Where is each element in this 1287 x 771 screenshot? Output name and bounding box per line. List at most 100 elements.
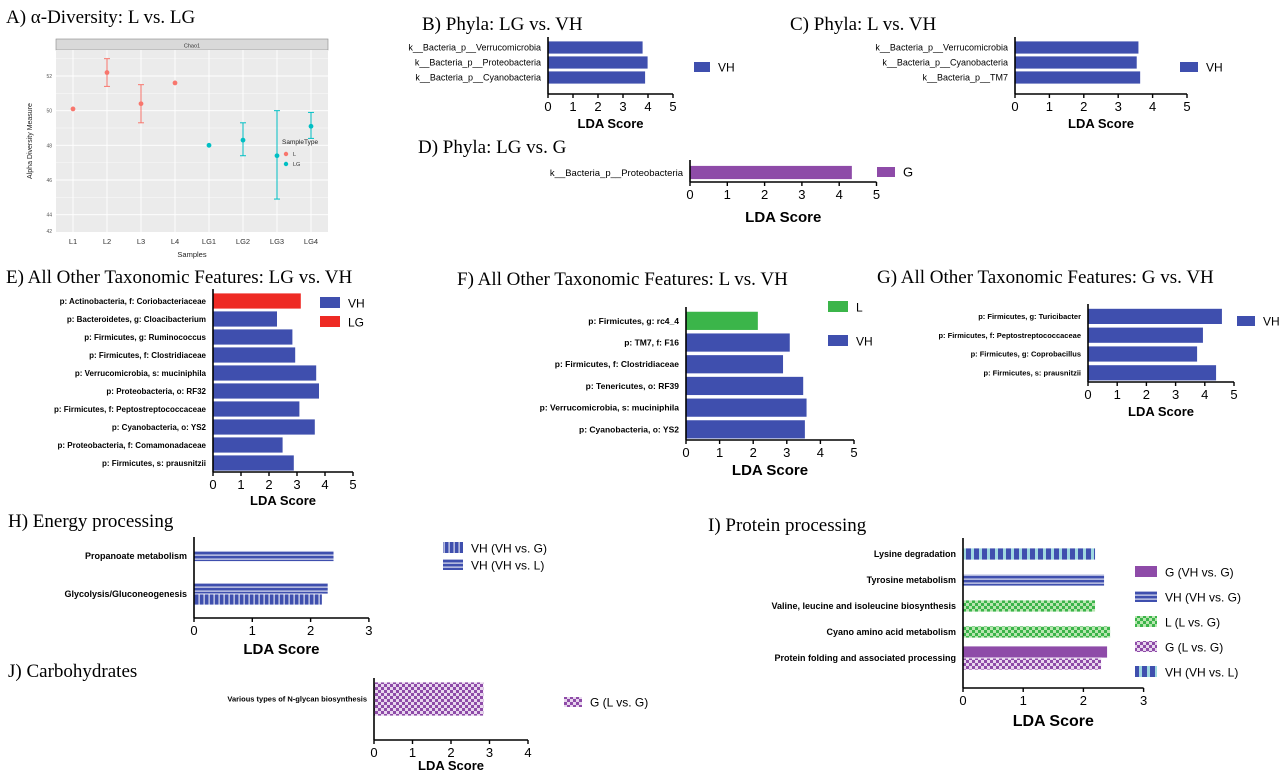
x-tick-label: 2 — [1143, 387, 1150, 402]
x-tick-label: 1 — [1020, 693, 1027, 708]
bar — [212, 346, 296, 364]
x-tick-label: 2 — [761, 187, 768, 202]
legend-title: SampleType — [282, 139, 319, 146]
x-tick-label: L1 — [69, 237, 77, 246]
data-point — [172, 80, 178, 86]
legend-label: VH (VH vs. L) — [1165, 666, 1238, 680]
panel-a-title: A) α-Diversity: L vs. LG — [6, 7, 196, 28]
legend-swatch — [564, 697, 582, 707]
legend-label: L (L vs. G) — [1165, 616, 1220, 630]
x-tick-label: 5 — [850, 445, 857, 460]
category-label: p: TM7, f: F16 — [624, 338, 679, 348]
bar — [547, 70, 646, 85]
legend-label: LG — [348, 316, 364, 330]
panel-g-bars: 0 1 2 3 4 5 LDA Score p: Firmicutes, g: Turicib… — [938, 304, 1280, 419]
bar — [1087, 364, 1217, 382]
category-label: Valine, leucine and isoleucine biosynthe… — [771, 601, 956, 611]
bar — [212, 292, 302, 310]
x-axis-label: LDA Score — [1013, 713, 1094, 730]
category-label: p: Bacteroidetes, g: Cloacibacterium — [67, 315, 206, 324]
x-tick-label: 4 — [1201, 387, 1208, 402]
x-tick-label: LG4 — [304, 237, 318, 246]
x-tick-label: 1 — [249, 623, 256, 638]
category-label: p: Firmicutes, f: Peptostreptococcaceae — [54, 405, 207, 414]
data-point — [274, 153, 280, 159]
x-tick-label: LG1 — [202, 237, 216, 246]
bar — [962, 547, 1096, 561]
y-tick-label: 48 — [46, 143, 52, 149]
x-tick-label: 1 — [724, 187, 731, 202]
y-tick-label: 52 — [46, 74, 52, 80]
category-label: Protein folding and associated processin… — [774, 653, 956, 663]
legend-label: G — [903, 165, 913, 180]
category-label: Lysine degradation — [874, 549, 956, 559]
panel-e-title: E) All Other Taxonomic Features: LG vs. … — [6, 267, 353, 288]
category-label: p: Firmicutes, g: Turicibacter — [978, 312, 1081, 321]
bar — [1014, 55, 1138, 70]
legend-label: VH (VH vs. G) — [471, 542, 547, 556]
x-tick-label: 4 — [817, 445, 824, 460]
legend-swatch — [1135, 591, 1157, 602]
x-tick-label: 0 — [370, 745, 377, 760]
panel-i-bars: 0 1 2 3 LDA Score Lysine degradation Tyrosine … — [771, 538, 1241, 730]
legend-label: VH — [1263, 315, 1280, 329]
plot-panel — [56, 50, 328, 232]
bar — [685, 310, 759, 331]
category-label: p: Firmicutes, s: prausnitzii — [983, 368, 1081, 377]
x-tick-label: 1 — [569, 99, 576, 114]
x-tick-label: 0 — [190, 623, 197, 638]
legend-label: VH — [348, 297, 365, 311]
x-tick-label: 3 — [293, 477, 300, 492]
x-tick-label: 3 — [783, 445, 790, 460]
x-tick-label: LG3 — [270, 237, 284, 246]
bar — [962, 573, 1105, 587]
x-tick-label: 3 — [798, 187, 805, 202]
data-point — [70, 106, 76, 112]
x-tick-label: 1 — [716, 445, 723, 460]
x-tick-label: 4 — [524, 745, 531, 760]
bar — [689, 165, 853, 180]
y-tick-label: 50 — [46, 109, 52, 115]
bar — [685, 332, 791, 353]
bar — [962, 657, 1102, 671]
data-point — [104, 70, 110, 75]
legend-label: G (L vs. G) — [590, 696, 648, 710]
legend-swatch — [443, 559, 463, 570]
x-tick-label: 0 — [686, 187, 693, 202]
category-label: p: Tenericutes, o: RF39 — [586, 381, 680, 391]
x-axis-label: Samples — [177, 250, 206, 259]
bar — [212, 418, 316, 436]
x-axis-label: LDA Score — [243, 641, 319, 658]
category-label: k__Bacteria_p__TM7 — [922, 73, 1008, 83]
y-tick-label: 44 — [46, 213, 52, 219]
category-label: p: Firmicutes, g: Coprobacillus — [971, 350, 1081, 359]
x-tick-label: 2 — [265, 477, 272, 492]
x-tick-label: 5 — [1183, 99, 1190, 114]
category-label: k__Bacteria_p__Cyanobacteria — [415, 73, 541, 83]
x-tick-label: 5 — [669, 99, 676, 114]
panel-h-bars: 0 1 2 3 LDA Score Propanoate metabolism Glycol… — [64, 537, 547, 658]
bar — [1087, 307, 1223, 325]
x-tick-label: 2 — [447, 745, 454, 760]
x-axis-label: LDA Score — [1068, 116, 1134, 131]
bar — [193, 550, 335, 562]
x-tick-label: 0 — [209, 477, 216, 492]
panel-b-bars: 0 1 2 3 4 5 LDA Score k__Bacteria_p__Verrucomic… — [408, 37, 735, 131]
x-axis-label: LDA Score — [250, 493, 316, 508]
legend-label: VH — [1206, 61, 1223, 75]
legend-swatch — [1135, 566, 1157, 577]
bar — [212, 454, 295, 472]
legend-swatch — [1135, 666, 1157, 677]
y-axis-label: Alpha Diversity Measure — [27, 103, 34, 179]
bar — [962, 625, 1111, 639]
bar — [685, 354, 784, 375]
category-label: k__Bacteria_p__Cyanobacteria — [882, 58, 1008, 68]
x-axis-label: LDA Score — [578, 116, 644, 131]
legend-label: G (VH vs. G) — [1165, 566, 1234, 580]
x-tick-label: 5 — [873, 187, 880, 202]
data-point — [138, 101, 144, 107]
panel-d-title: D) Phyla: LG vs. G — [418, 137, 567, 158]
category-label: p: Firmicutes, f: Peptostreptococcaceae — [938, 331, 1081, 340]
x-tick-label: 4 — [1149, 99, 1156, 114]
